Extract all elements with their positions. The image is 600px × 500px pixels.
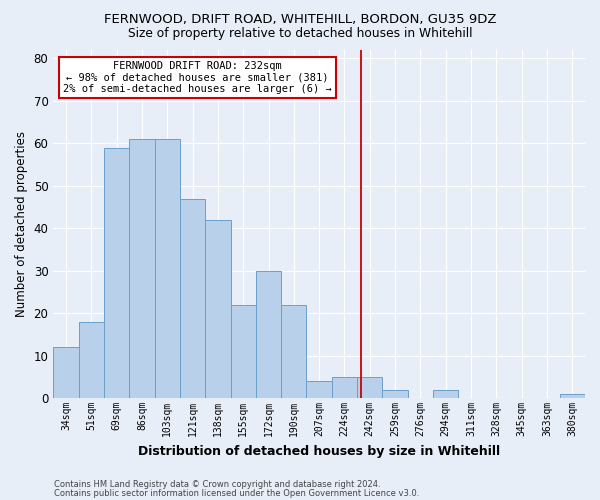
Bar xyxy=(307,381,332,398)
Bar xyxy=(129,139,155,398)
Bar xyxy=(205,220,230,398)
Bar xyxy=(382,390,408,398)
Bar xyxy=(281,304,307,398)
Bar xyxy=(560,394,585,398)
Text: FERNWOOD, DRIFT ROAD, WHITEHILL, BORDON, GU35 9DZ: FERNWOOD, DRIFT ROAD, WHITEHILL, BORDON,… xyxy=(104,12,496,26)
Text: Contains public sector information licensed under the Open Government Licence v3: Contains public sector information licen… xyxy=(54,488,419,498)
Bar xyxy=(79,322,104,398)
Bar xyxy=(357,377,382,398)
Bar xyxy=(433,390,458,398)
Bar xyxy=(230,304,256,398)
Bar xyxy=(256,271,281,398)
Bar xyxy=(332,377,357,398)
Text: Size of property relative to detached houses in Whitehill: Size of property relative to detached ho… xyxy=(128,28,472,40)
Bar xyxy=(180,198,205,398)
Bar xyxy=(104,148,129,398)
Bar xyxy=(53,347,79,398)
Text: FERNWOOD DRIFT ROAD: 232sqm
← 98% of detached houses are smaller (381)
2% of sem: FERNWOOD DRIFT ROAD: 232sqm ← 98% of det… xyxy=(63,61,332,94)
Text: Contains HM Land Registry data © Crown copyright and database right 2024.: Contains HM Land Registry data © Crown c… xyxy=(54,480,380,489)
Y-axis label: Number of detached properties: Number of detached properties xyxy=(15,131,28,317)
X-axis label: Distribution of detached houses by size in Whitehill: Distribution of detached houses by size … xyxy=(138,444,500,458)
Bar xyxy=(155,139,180,398)
